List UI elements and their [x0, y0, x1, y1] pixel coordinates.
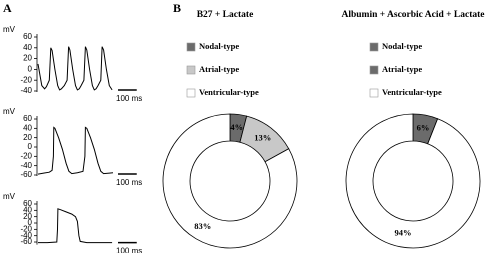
value-label: 94%	[394, 228, 411, 238]
y-tick-label: -20	[20, 75, 32, 84]
y-tick-label: 20	[23, 133, 32, 142]
value-label: 4%	[230, 122, 243, 132]
trace	[37, 46, 113, 91]
legend-label: Nodal-type	[382, 41, 422, 51]
legend-label: Atrial-type	[199, 64, 239, 74]
y-tick-label: 40	[23, 123, 32, 132]
donut-slice	[162, 113, 298, 249]
scale-bar-label: 100 ms	[116, 247, 142, 253]
legend-swatch	[186, 42, 196, 52]
value-label: 6%	[417, 122, 430, 132]
trace	[37, 126, 114, 175]
donut-slice	[345, 113, 481, 249]
y-axis-label: mV	[3, 25, 16, 34]
y-tick-label: 0	[28, 142, 33, 151]
trace	[38, 208, 113, 244]
chart-title: B27 + Lactate	[197, 10, 254, 20]
y-tick-label: 40	[23, 43, 32, 52]
y-tick-label: 40	[23, 205, 32, 214]
y-tick-label: 0	[28, 65, 33, 74]
y-tick-label: 60	[23, 114, 32, 123]
y-tick-label: -40	[20, 161, 32, 170]
legend-swatch	[369, 88, 379, 98]
legend-swatch	[369, 65, 379, 75]
y-tick-label: 20	[23, 212, 32, 221]
legend-label: Atrial-type	[382, 64, 422, 74]
value-label: 83%	[194, 221, 211, 231]
y-tick-label: -60	[20, 170, 32, 179]
y-tick-label: 20	[23, 54, 32, 63]
value-label: 13%	[254, 133, 271, 143]
legend-swatch	[369, 42, 379, 52]
y-tick-label: -20	[20, 224, 32, 233]
legend-label: Ventricular-type	[199, 87, 259, 97]
panel-label: A	[3, 1, 12, 15]
y-axis-label: mV	[3, 107, 16, 116]
y-axis-label: mV	[3, 192, 16, 201]
legend-swatch	[186, 88, 196, 98]
y-tick-label: 60	[23, 32, 32, 41]
scale-bar-label: 100 ms	[116, 94, 142, 103]
panel-label: B	[173, 1, 181, 15]
y-tick-label: 60	[23, 199, 32, 208]
y-tick-label: -20	[20, 151, 32, 160]
legend-label: Ventricular-type	[382, 87, 442, 97]
chart-title: Albumin + Ascorbic Acid + Lactate	[341, 10, 484, 20]
y-tick-label: -60	[20, 237, 32, 246]
legend-swatch	[186, 65, 196, 75]
legend-label: Nodal-type	[199, 41, 239, 51]
y-tick-label: -40	[20, 231, 32, 240]
y-tick-label: -40	[20, 86, 32, 95]
scale-bar-label: 100 ms	[116, 178, 142, 187]
y-tick-label: 0	[28, 218, 33, 227]
